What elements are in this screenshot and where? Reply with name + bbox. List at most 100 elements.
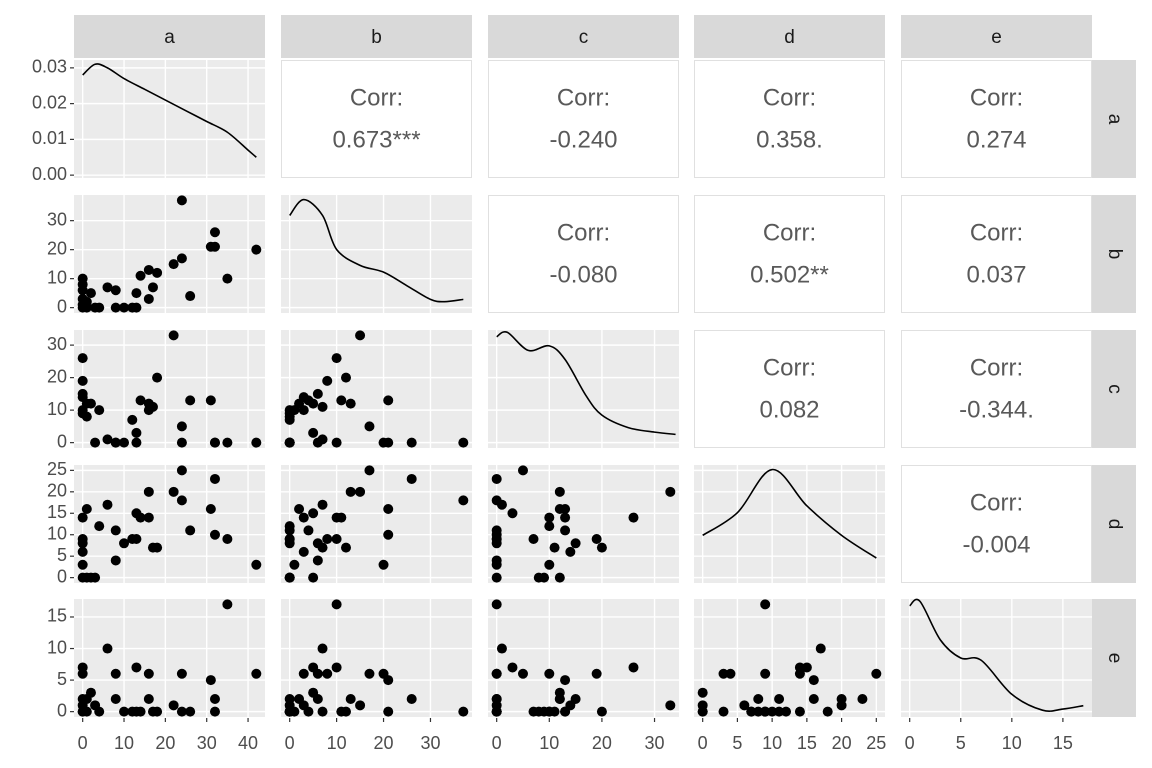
point: [85, 288, 96, 299]
point: [77, 559, 88, 570]
point: [560, 512, 571, 523]
point: [774, 706, 785, 717]
point: [303, 706, 314, 717]
corr-value: -0.344.: [959, 396, 1034, 423]
point: [168, 259, 179, 270]
point: [378, 559, 389, 570]
point: [317, 542, 328, 553]
x-tick-label: 40: [238, 733, 258, 753]
x-tick-label: 20: [155, 733, 175, 753]
point: [110, 668, 121, 679]
point: [312, 437, 323, 448]
point: [251, 668, 262, 679]
point: [570, 538, 581, 549]
point: [298, 546, 309, 557]
strip: [901, 15, 1092, 58]
point: [110, 694, 121, 705]
point: [836, 700, 847, 711]
point: [176, 495, 187, 506]
point: [322, 375, 333, 386]
point: [322, 534, 333, 545]
corr-value: 0.037: [966, 261, 1026, 288]
point: [94, 521, 105, 532]
corr-value: -0.004: [962, 531, 1030, 558]
point: [560, 675, 571, 686]
point: [794, 668, 805, 679]
y-tick-label: 20: [47, 366, 67, 386]
panel: [74, 465, 265, 583]
strip-label: e: [991, 27, 1002, 48]
corr-title: Corr:: [763, 354, 816, 381]
point: [317, 401, 328, 412]
point: [251, 437, 262, 448]
panel: [281, 195, 472, 313]
x-tick-label: 30: [197, 733, 217, 753]
point: [528, 534, 539, 545]
point: [331, 534, 342, 545]
point: [331, 437, 342, 448]
point: [303, 395, 314, 406]
strip: [281, 15, 472, 58]
x-tick-label: 10: [762, 733, 782, 753]
corr-value: -0.240: [549, 126, 617, 153]
point: [760, 668, 771, 679]
point: [378, 668, 389, 679]
point: [628, 512, 639, 523]
point: [94, 706, 105, 717]
point: [794, 706, 805, 717]
panel: [488, 599, 679, 717]
point: [697, 700, 708, 711]
point: [596, 542, 607, 553]
corr-value: 0.082: [759, 396, 819, 423]
point: [808, 675, 819, 686]
strip: [74, 15, 265, 58]
point: [185, 706, 196, 717]
point: [251, 244, 262, 255]
point: [336, 395, 347, 406]
point: [312, 555, 323, 566]
corr-title: Corr:: [970, 219, 1023, 246]
point: [760, 599, 771, 610]
y-tick-label: 10: [47, 523, 67, 543]
point: [185, 525, 196, 536]
point: [628, 662, 639, 673]
corr-value: -0.080: [549, 261, 617, 288]
point: [340, 372, 351, 383]
x-tick-label: 5: [956, 733, 966, 753]
point: [185, 291, 196, 302]
point: [491, 473, 502, 484]
point: [209, 437, 220, 448]
point: [209, 529, 220, 540]
point: [753, 706, 764, 717]
point: [222, 534, 233, 545]
point: [102, 499, 113, 510]
strip: [1092, 195, 1136, 313]
point: [168, 700, 179, 711]
corr-title: Corr:: [970, 84, 1023, 111]
y-tick-label: 25: [47, 459, 67, 479]
point: [176, 668, 187, 679]
point: [131, 534, 142, 545]
point: [127, 414, 138, 425]
point: [355, 330, 366, 341]
point: [554, 486, 565, 497]
point: [135, 512, 146, 523]
point: [143, 694, 154, 705]
point: [565, 546, 576, 557]
point: [560, 503, 571, 514]
point: [406, 694, 417, 705]
point: [77, 375, 88, 386]
point: [491, 599, 502, 610]
point: [110, 285, 121, 296]
point: [131, 302, 142, 313]
point: [205, 395, 216, 406]
point: [308, 662, 319, 673]
point: [152, 372, 163, 383]
corr-panel: [694, 330, 885, 448]
x-tick-label: 15: [1053, 733, 1073, 753]
x-tick-label: 30: [645, 733, 665, 753]
y-tick-label: 0: [57, 431, 67, 451]
point: [131, 437, 142, 448]
x-tick-label: 15: [797, 733, 817, 753]
y-tick-label: 0.02: [32, 92, 67, 112]
